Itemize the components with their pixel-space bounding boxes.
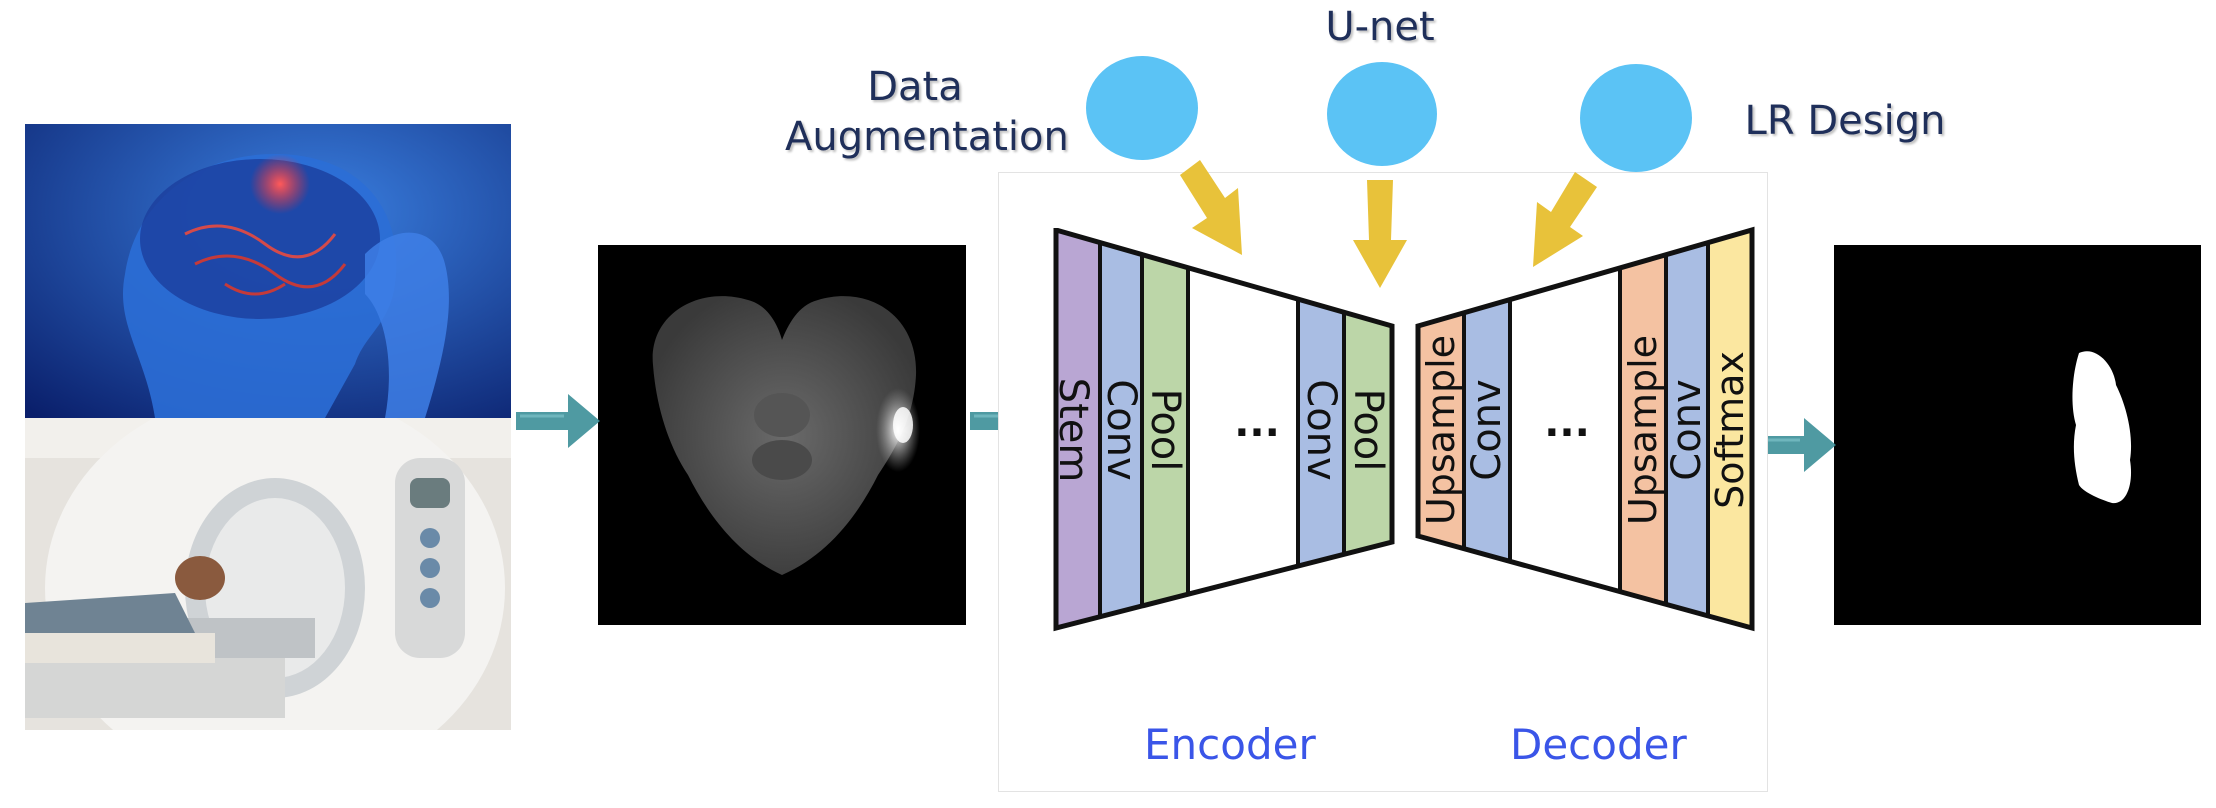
ct-scanner-photo	[25, 418, 511, 730]
circle-data-augmentation	[1086, 56, 1198, 160]
encoder-block	[1053, 228, 1395, 632]
decoder-title: Decoder	[1510, 720, 1687, 769]
arrow-down-icon	[1533, 172, 1597, 267]
circle-unet	[1327, 62, 1437, 166]
decoder-block	[1415, 226, 1755, 632]
data-augmentation-label: Data Augmentation	[785, 64, 1069, 160]
decoder-ellipsis: ...	[1544, 400, 1590, 446]
encoder-ellipsis: ...	[1234, 400, 1280, 446]
circle-lr-design	[1580, 64, 1692, 172]
lr-design-label: LR Design	[1744, 98, 1946, 144]
segmentation-mask-image	[1834, 245, 2201, 625]
arrow-down-icon	[1180, 160, 1242, 255]
brain-illustration-photo	[25, 124, 511, 418]
arrow-down-icon	[1353, 180, 1407, 288]
unet-label: U-net	[1325, 4, 1435, 50]
encoder-title: Encoder	[1144, 720, 1316, 769]
mri-slice-image	[598, 245, 966, 625]
arrow-right-icon	[516, 394, 600, 448]
